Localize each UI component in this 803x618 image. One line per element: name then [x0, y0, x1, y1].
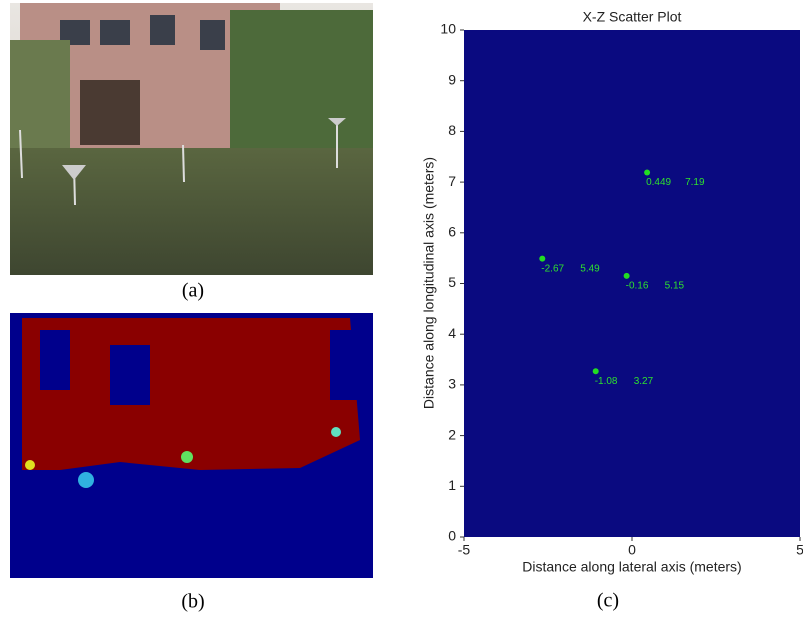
y-tick-label: 9 [448, 71, 456, 87]
point [592, 368, 599, 375]
x-tick-label: 5 [796, 542, 803, 558]
y-value-label: 7.19 [685, 177, 705, 188]
y-tick-label: 8 [448, 122, 456, 138]
plot-area [464, 30, 800, 537]
chart-title: X-Z Scatter Plot [583, 9, 682, 25]
point [539, 255, 546, 262]
x-value-label: -0.16 [626, 281, 649, 292]
point [644, 169, 651, 176]
x-value-label: -1.08 [595, 376, 618, 387]
caption: (b) [181, 591, 204, 613]
y-tick-label: 7 [448, 173, 456, 189]
x-tick-label: -5 [458, 542, 471, 558]
y-tick-label: 2 [448, 426, 456, 442]
caption: (a) [182, 280, 204, 302]
y-tick-label: 5 [448, 274, 456, 290]
x-tick-label: 0 [628, 542, 636, 558]
y-value-label: 5.49 [580, 263, 600, 274]
point [623, 272, 630, 279]
y-tick-label: 4 [448, 325, 456, 341]
y-tick-label: 6 [448, 224, 456, 240]
x-value-label: -2.67 [541, 263, 564, 274]
depth-map [10, 313, 373, 578]
caption: (c) [597, 590, 619, 612]
y-tick-label: 0 [448, 528, 456, 544]
x-value-label: 0.449 [646, 177, 671, 188]
photo [10, 3, 373, 275]
y-tick-label: 3 [448, 376, 456, 392]
y-axis-label: Distance along longitudinal axis (meters… [421, 157, 437, 409]
y-value-label: 5.15 [665, 281, 685, 292]
y-tick-label: 10 [440, 21, 456, 37]
y-value-label: 3.27 [634, 376, 654, 387]
x-axis-label: Distance along lateral axis (meters) [522, 559, 741, 575]
y-tick-label: 1 [448, 477, 456, 493]
